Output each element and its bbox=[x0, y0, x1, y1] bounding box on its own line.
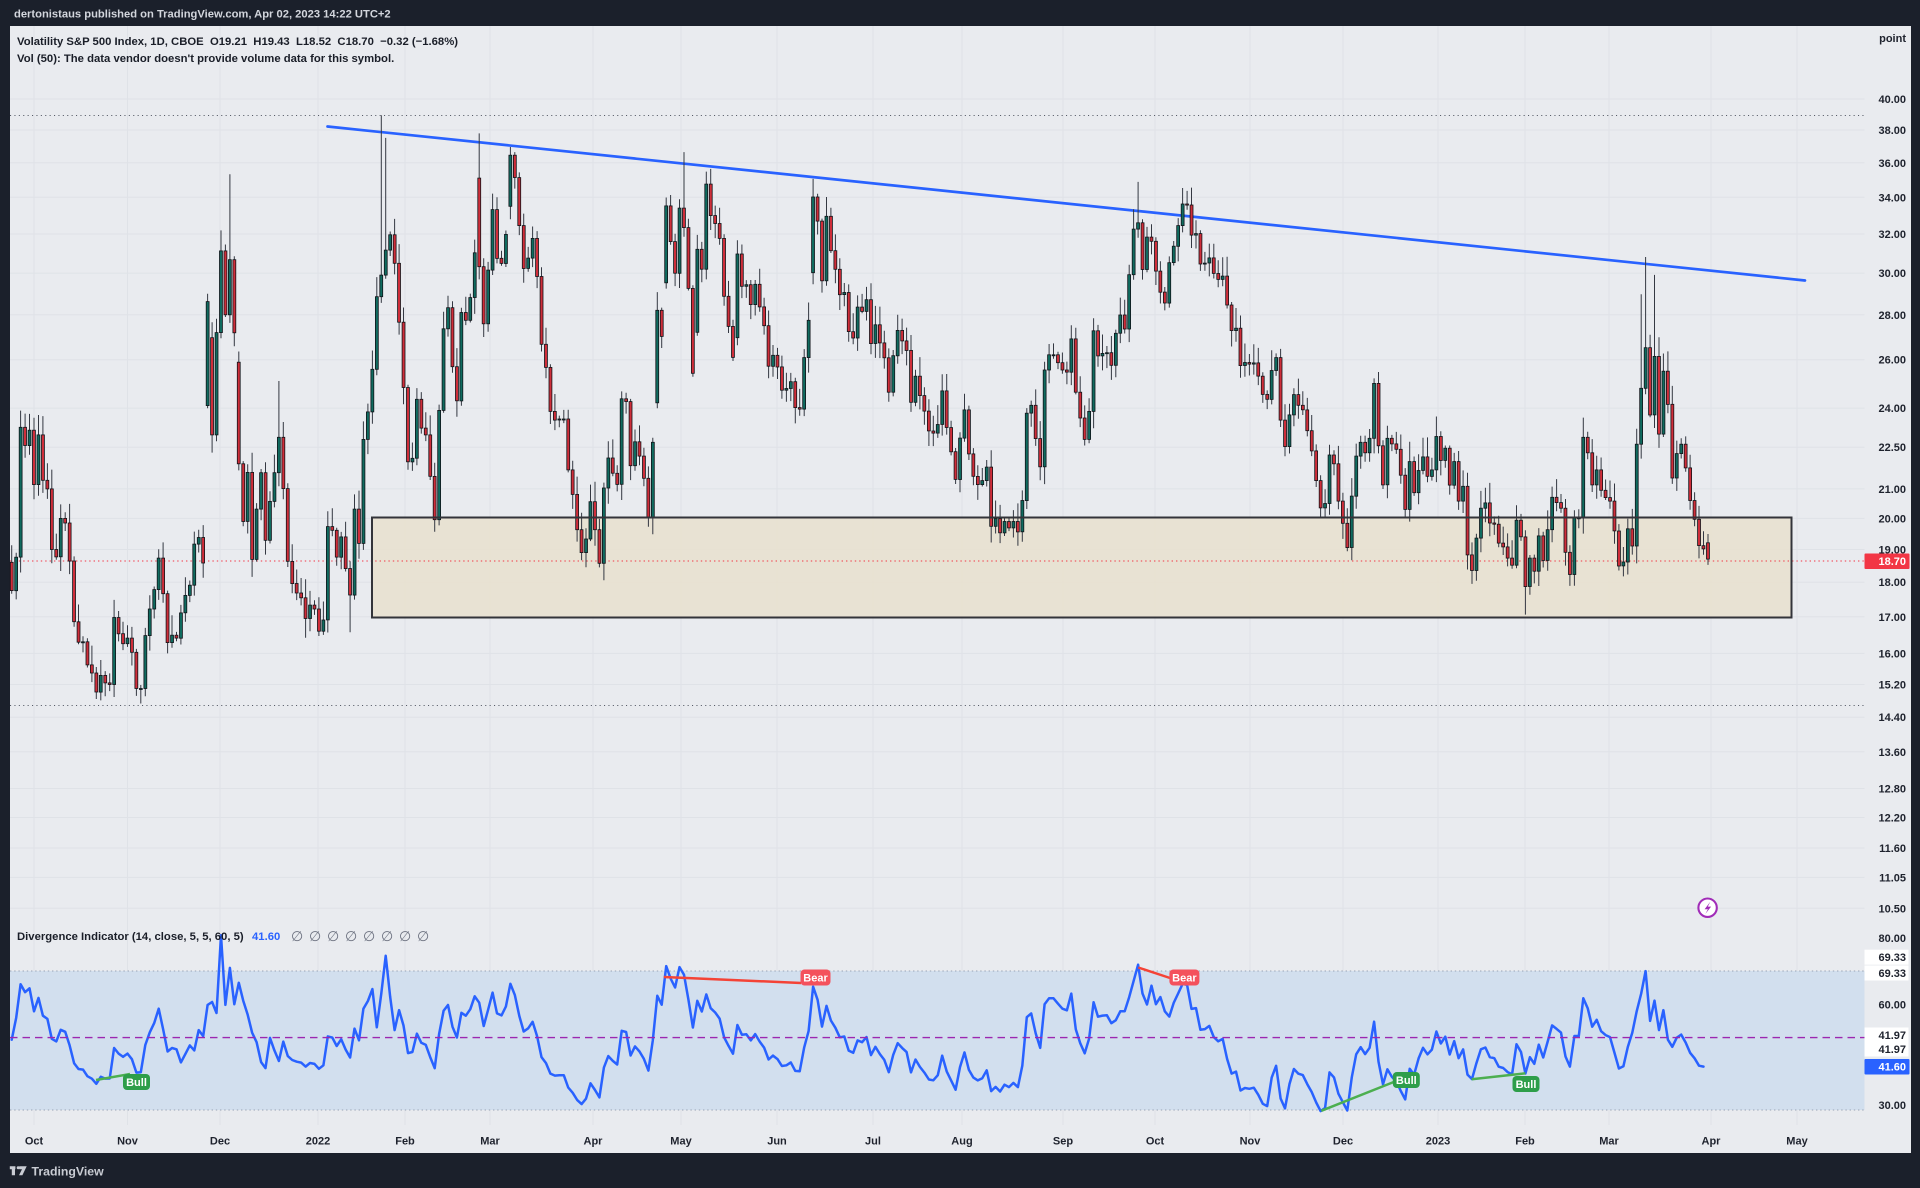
svg-text:24.00: 24.00 bbox=[1878, 403, 1906, 415]
svg-text:Bear: Bear bbox=[803, 973, 828, 985]
svg-text:2022: 2022 bbox=[306, 1136, 330, 1148]
svg-text:Sep: Sep bbox=[1053, 1136, 1073, 1148]
svg-text:Nov: Nov bbox=[117, 1136, 139, 1148]
svg-text:Apr: Apr bbox=[1702, 1136, 1722, 1148]
svg-text:Feb: Feb bbox=[395, 1136, 415, 1148]
svg-text:TradingView: TradingView bbox=[32, 1165, 105, 1179]
svg-text:Aug: Aug bbox=[951, 1136, 972, 1148]
svg-text:36.00: 36.00 bbox=[1878, 158, 1906, 170]
svg-text:10.50: 10.50 bbox=[1878, 903, 1906, 915]
svg-text:30.00: 30.00 bbox=[1878, 1100, 1906, 1112]
svg-text:30.00: 30.00 bbox=[1878, 268, 1906, 280]
svg-text:Jul: Jul bbox=[865, 1136, 881, 1148]
svg-text:2023: 2023 bbox=[1426, 1136, 1450, 1148]
svg-text:May: May bbox=[670, 1136, 692, 1148]
svg-text:41.60: 41.60 bbox=[252, 931, 280, 943]
svg-text:22.50: 22.50 bbox=[1878, 442, 1906, 454]
svg-text:13.60: 13.60 bbox=[1878, 747, 1906, 759]
svg-text:32.00: 32.00 bbox=[1878, 229, 1906, 241]
svg-text:60.00: 60.00 bbox=[1878, 999, 1906, 1011]
svg-text:12.20: 12.20 bbox=[1878, 813, 1906, 825]
svg-text:∅∅∅∅∅∅∅∅: ∅ ∅ ∅ ∅ ∅ ∅ ∅ ∅ bbox=[291, 928, 429, 944]
svg-text:Dec: Dec bbox=[1333, 1136, 1353, 1148]
svg-text:12.80: 12.80 bbox=[1878, 784, 1906, 796]
svg-text:34.00: 34.00 bbox=[1878, 192, 1906, 204]
svg-text:41.97: 41.97 bbox=[1878, 1030, 1906, 1042]
svg-text:14.40: 14.40 bbox=[1878, 712, 1906, 724]
svg-text:Bull: Bull bbox=[1396, 1075, 1417, 1087]
svg-text:Feb: Feb bbox=[1515, 1136, 1535, 1148]
svg-text:11.05: 11.05 bbox=[1879, 872, 1906, 884]
svg-text:Apr: Apr bbox=[584, 1136, 604, 1148]
svg-text:Vol (50): The data vendor does: Vol (50): The data vendor doesn't provid… bbox=[17, 53, 394, 65]
svg-text:Divergence Indicator (14, clos: Divergence Indicator (14, close, 5, 5, 6… bbox=[17, 931, 244, 943]
svg-text:21.00: 21.00 bbox=[1878, 484, 1906, 496]
svg-text:Bear: Bear bbox=[1172, 973, 1197, 985]
svg-text:40.00: 40.00 bbox=[1878, 94, 1906, 106]
svg-text:41.97: 41.97 bbox=[1878, 1044, 1906, 1056]
svg-text:80.00: 80.00 bbox=[1878, 933, 1906, 945]
svg-text:May: May bbox=[1786, 1136, 1808, 1148]
svg-text:16.00: 16.00 bbox=[1878, 648, 1906, 660]
svg-text:Oct: Oct bbox=[25, 1136, 44, 1148]
svg-text:18.70: 18.70 bbox=[1878, 556, 1906, 568]
svg-text:Oct: Oct bbox=[1146, 1136, 1165, 1148]
svg-text:Bull: Bull bbox=[1516, 1079, 1537, 1091]
svg-text:18.00: 18.00 bbox=[1878, 577, 1906, 589]
svg-text:dertonistaus published on Trad: dertonistaus published on TradingView.co… bbox=[14, 9, 391, 21]
svg-text:Bull: Bull bbox=[126, 1077, 147, 1089]
svg-text:69.33: 69.33 bbox=[1878, 968, 1906, 980]
svg-text:15.20: 15.20 bbox=[1878, 680, 1906, 692]
svg-text:28.00: 28.00 bbox=[1878, 310, 1906, 322]
svg-text:point: point bbox=[1879, 33, 1906, 45]
svg-text:38.00: 38.00 bbox=[1878, 125, 1906, 137]
svg-text:Volatility S&P 500 Index, 1D,: Volatility S&P 500 Index, 1D, CBOE O19.2… bbox=[17, 36, 458, 48]
svg-text:69.33: 69.33 bbox=[1878, 952, 1906, 964]
svg-text:Nov: Nov bbox=[1240, 1136, 1262, 1148]
svg-text:17.00: 17.00 bbox=[1878, 612, 1906, 624]
svg-text:41.60: 41.60 bbox=[1878, 1062, 1906, 1074]
svg-text:26.00: 26.00 bbox=[1878, 355, 1906, 367]
svg-text:11.60: 11.60 bbox=[1879, 843, 1906, 855]
svg-text:Mar: Mar bbox=[480, 1136, 500, 1148]
svg-text:20.00: 20.00 bbox=[1878, 513, 1906, 525]
svg-text:Mar: Mar bbox=[1599, 1136, 1619, 1148]
svg-text:Jun: Jun bbox=[767, 1136, 787, 1148]
svg-text:Dec: Dec bbox=[210, 1136, 230, 1148]
